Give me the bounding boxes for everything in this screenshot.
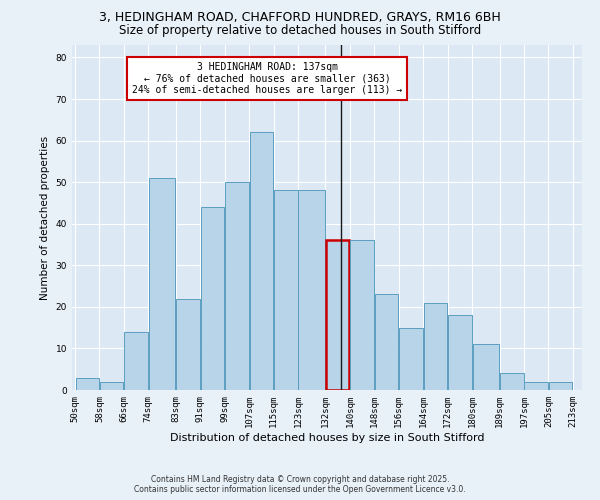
Bar — [424, 302, 447, 390]
Bar — [524, 382, 548, 390]
Bar — [201, 207, 224, 390]
Bar — [124, 332, 148, 390]
Bar — [549, 382, 572, 390]
Bar — [100, 382, 124, 390]
Bar — [375, 294, 398, 390]
Bar — [500, 374, 524, 390]
Text: 3, HEDINGHAM ROAD, CHAFFORD HUNDRED, GRAYS, RM16 6BH: 3, HEDINGHAM ROAD, CHAFFORD HUNDRED, GRA… — [99, 11, 501, 24]
Bar — [274, 190, 298, 390]
Bar — [149, 178, 175, 390]
Bar — [298, 190, 325, 390]
Bar — [76, 378, 99, 390]
Text: Size of property relative to detached houses in South Stifford: Size of property relative to detached ho… — [119, 24, 481, 37]
Bar — [176, 298, 200, 390]
Bar — [399, 328, 423, 390]
Y-axis label: Number of detached properties: Number of detached properties — [40, 136, 50, 300]
Bar — [448, 315, 472, 390]
Bar — [326, 240, 349, 390]
Bar — [473, 344, 499, 390]
Text: Contains HM Land Registry data © Crown copyright and database right 2025.
Contai: Contains HM Land Registry data © Crown c… — [134, 474, 466, 494]
X-axis label: Distribution of detached houses by size in South Stifford: Distribution of detached houses by size … — [170, 432, 484, 442]
Bar — [250, 132, 273, 390]
Text: 3 HEDINGHAM ROAD: 137sqm
← 76% of detached houses are smaller (363)
24% of semi-: 3 HEDINGHAM ROAD: 137sqm ← 76% of detach… — [133, 62, 403, 95]
Bar — [225, 182, 248, 390]
Bar — [350, 240, 374, 390]
